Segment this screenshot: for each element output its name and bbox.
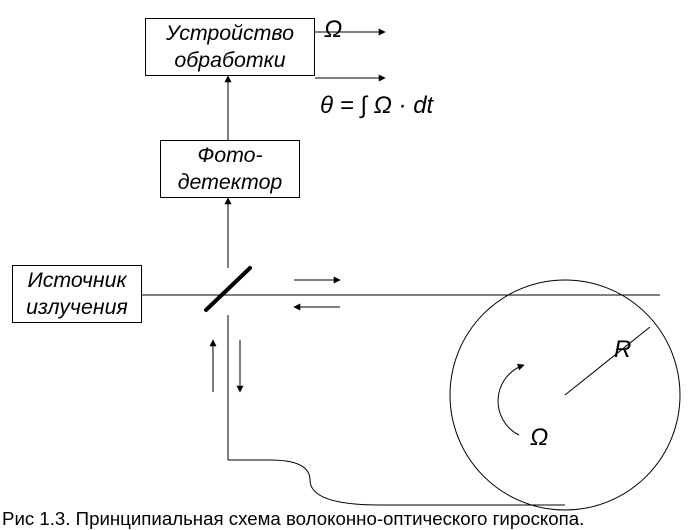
processor-line2: обработки [174, 47, 285, 74]
omega-rotation-label: Ω [530, 424, 548, 452]
processor-line1: Устройство [166, 20, 294, 47]
source-line2: излучения [26, 294, 128, 321]
photodetector-line1: Фото- [197, 142, 262, 169]
photodetector-box: Фото- детектор [160, 140, 300, 198]
source-box: Источник излучения [12, 265, 142, 323]
photodetector-line2: детектор [178, 169, 283, 196]
theta-equation-label: θ = ∫ Ω · dt [320, 92, 433, 120]
omega-output-label: Ω [324, 16, 342, 44]
source-line1: Источник [27, 267, 126, 294]
processor-box: Устройство обработки [145, 18, 315, 76]
figure-caption: Рис 1.3. Принципиальная схема волоконно-… [2, 508, 584, 530]
radius-label: R [614, 336, 631, 364]
diagram-canvas [0, 0, 694, 526]
